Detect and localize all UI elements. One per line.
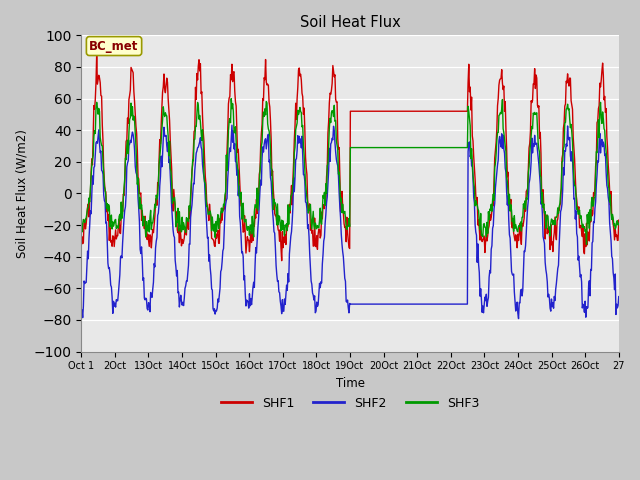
SHF2 <box>141 295 148 301</box>
X-axis label: Time: Time <box>335 377 365 390</box>
SHF2 <box>436 301 444 307</box>
Legend: SHF1, SHF2, SHF3: SHF1, SHF2, SHF3 <box>216 392 484 415</box>
SHF2 <box>77 309 85 315</box>
Line: SHF3: SHF3 <box>81 98 619 244</box>
SHF3 <box>267 144 275 150</box>
Line: SHF1: SHF1 <box>81 54 619 261</box>
SHF1 <box>407 108 415 114</box>
Line: SHF2: SHF2 <box>81 125 619 319</box>
Title: Soil Heat Flux: Soil Heat Flux <box>300 15 401 30</box>
SHF2 <box>406 301 414 307</box>
SHF1 <box>141 213 149 219</box>
SHF2 <box>515 316 522 322</box>
SHF3 <box>406 144 414 150</box>
Y-axis label: Soil Heat Flux (W/m2): Soil Heat Flux (W/m2) <box>15 129 28 258</box>
SHF1 <box>437 108 445 114</box>
SHF2 <box>228 122 236 128</box>
SHF1 <box>93 51 100 57</box>
SHF2 <box>615 294 623 300</box>
SHF3 <box>582 241 590 247</box>
SHF1 <box>77 240 85 245</box>
SHF3 <box>436 144 444 150</box>
SHF1 <box>287 182 295 188</box>
SHF2 <box>287 233 294 239</box>
SHF1 <box>278 258 285 264</box>
SHF3 <box>227 96 235 101</box>
SHF3 <box>615 220 623 226</box>
SHF2 <box>267 175 275 180</box>
SHF3 <box>287 193 294 199</box>
SHF1 <box>267 118 275 124</box>
SHF3 <box>77 220 85 226</box>
SHF3 <box>141 216 148 221</box>
Text: BC_met: BC_met <box>90 39 139 53</box>
SHF2 <box>240 277 248 283</box>
SHF1 <box>240 228 248 234</box>
SHF1 <box>615 217 623 223</box>
SHF3 <box>240 216 248 222</box>
